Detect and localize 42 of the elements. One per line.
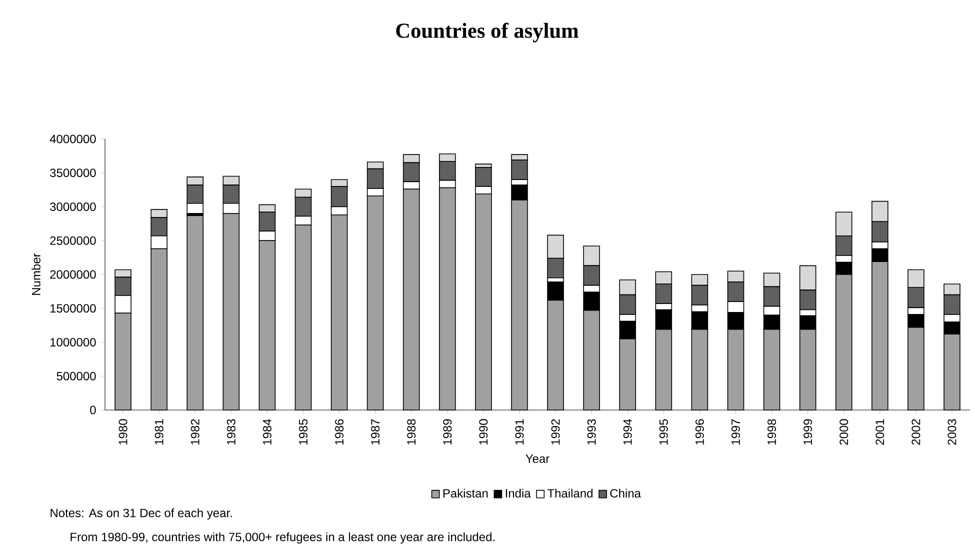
x-tick-label: 1988 (407, 419, 416, 444)
x-tick-label: 1994 (623, 419, 632, 444)
x-tick-label: 1996 (695, 419, 704, 444)
x-tick-label: 1993 (587, 419, 596, 444)
x-axis-title: Year (526, 454, 550, 463)
y-tick-label: 4000000 (50, 134, 96, 144)
y-tick-label: 3000000 (50, 202, 96, 211)
x-tick-label: 1991 (515, 419, 524, 444)
y-tick-label: 500000 (56, 372, 96, 380)
x-tick-label: 1989 (443, 419, 452, 444)
x-tick-label: 1981 (154, 419, 164, 444)
x-tick-label: 1992 (551, 419, 560, 444)
text: Notes: As on 31 Dec of each year. (50, 508, 232, 520)
x-tick-label: 1985 (298, 419, 308, 444)
x-tick-label: 1986 (335, 419, 344, 444)
legend-label: Pakistan (443, 488, 488, 498)
x-tick-label: 1980 (118, 419, 128, 444)
text: From 1980-99, countries with 75,000+ refugees in a least one year are included. (70, 532, 494, 544)
x-tick-label: 1997 (731, 419, 740, 444)
y-tick-label: 2500000 (50, 236, 96, 245)
x-tick-label: 2001 (876, 419, 884, 445)
y-tick-label: 1000000 (50, 338, 96, 346)
x-tick-label: 1999 (804, 419, 812, 444)
legend-label: China (610, 488, 641, 498)
y-axis-title: Number (32, 253, 40, 295)
legend-label: India (506, 488, 531, 498)
x-tick-label: 2002 (912, 419, 920, 445)
x-tick-label: 1995 (659, 419, 668, 444)
x-tick-label: 1982 (190, 419, 200, 444)
x-tick-label: 1984 (262, 419, 272, 444)
legend-label: Thailand (547, 488, 592, 498)
y-tick-label: 1500000 (50, 304, 96, 313)
x-tick-label: 1998 (768, 419, 776, 444)
x-tick-label: 1990 (479, 419, 488, 444)
y-tick-label: 0 (90, 406, 96, 414)
y-tick-label: 2000000 (50, 270, 96, 279)
x-tick-label: 2000 (840, 419, 848, 445)
chart-title: Countries of asylum (396, 22, 578, 42)
x-tick-label: 2003 (948, 419, 956, 445)
x-tick-label: 1983 (226, 419, 236, 444)
x-tick-label: 1987 (371, 419, 380, 444)
y-tick-label: 3500000 (50, 168, 96, 178)
